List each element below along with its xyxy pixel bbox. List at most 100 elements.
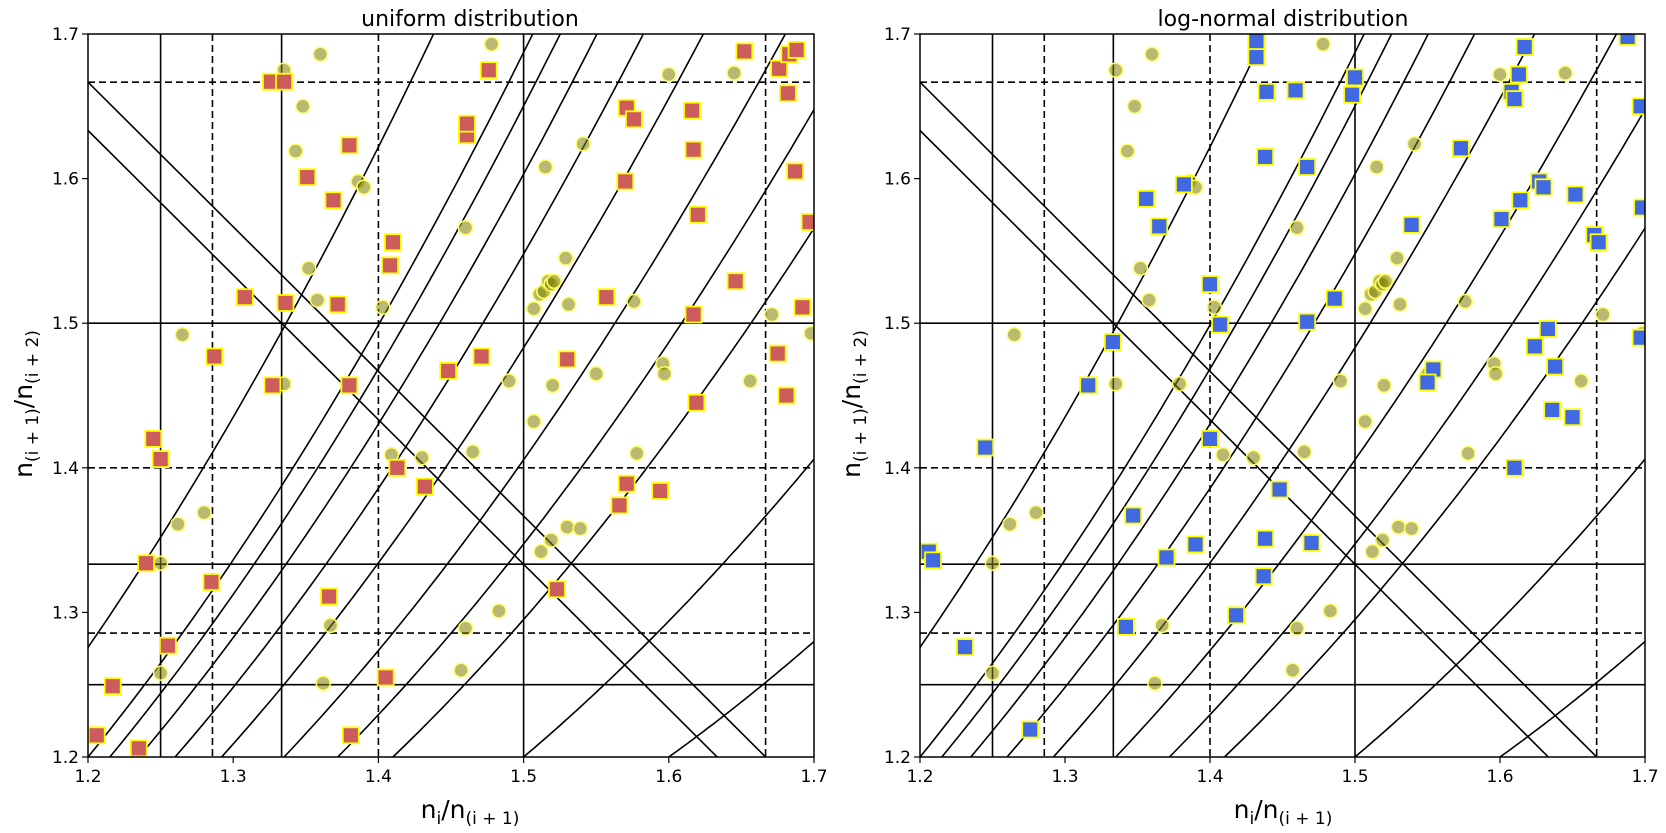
plot-frame (87, 33, 815, 758)
point-circle (742, 373, 758, 389)
point-square (384, 233, 402, 252)
model-curve (920, 34, 1266, 649)
point-square (235, 288, 254, 307)
point-circle (1390, 519, 1407, 535)
point-circle (1376, 377, 1392, 394)
point-circle (1002, 516, 1018, 532)
y-tick-label: 1.3 (884, 603, 911, 623)
point-circle (1289, 220, 1305, 236)
point-circle (1322, 603, 1339, 619)
point-circle (984, 555, 1001, 571)
point-circle (465, 444, 481, 460)
model-curve (920, 34, 1366, 757)
point-square (617, 474, 636, 493)
y-tick-label: 1.5 (52, 314, 79, 334)
point-square (800, 213, 814, 231)
point-square (376, 668, 395, 687)
point-circle (1332, 373, 1349, 389)
point-circle (1171, 376, 1188, 392)
point-circle (1374, 532, 1391, 548)
point-square (129, 739, 148, 757)
x-tick-label: 1.2 (74, 767, 101, 787)
point-square (1201, 429, 1219, 448)
point-square (1298, 312, 1317, 331)
point-square (1298, 158, 1317, 176)
point-circle (537, 159, 554, 175)
point-square (1492, 210, 1511, 228)
point-circle (1028, 504, 1044, 521)
point-square (320, 587, 338, 606)
point-square (1402, 215, 1421, 234)
point-square (88, 726, 106, 745)
point-square (1618, 34, 1637, 46)
point-square (1157, 548, 1176, 567)
point-circle (656, 366, 673, 382)
point-square (341, 726, 360, 745)
point-square (1538, 320, 1557, 338)
point-square (276, 294, 295, 312)
y-axis-label: n(i + 1)/n(i + 2) (9, 330, 43, 478)
point-circle (287, 143, 304, 159)
point-circle (629, 445, 645, 462)
axis-ticks: 1.2 1.3 1.4 1.5 1.6 1.7 1.2 1.3 1.4 1.5 1.6 1.7 (884, 25, 1659, 787)
point-circle (295, 98, 311, 115)
model-curve (174, 34, 645, 757)
point-circle (414, 449, 430, 466)
point-circle (1487, 366, 1504, 382)
point-square (439, 362, 457, 380)
chart-title: log-normal distribution (1158, 7, 1409, 32)
point-square (1589, 233, 1608, 252)
x-tick-label: 1.4 (1196, 767, 1223, 787)
point-square (1346, 68, 1364, 87)
point-square (1175, 175, 1193, 194)
axis-ticks: 1.2 1.3 1.4 1.5 1.6 1.7 1.2 1.3 1.4 1.5 1.6 1.7 (52, 25, 828, 787)
point-circle (1289, 620, 1305, 637)
point-square (328, 295, 347, 314)
plot-frame (919, 33, 1646, 758)
point-square (324, 191, 343, 210)
point-circle (626, 293, 642, 310)
x-tick-label: 1.2 (906, 767, 933, 787)
point-circle (1215, 447, 1231, 463)
point-square (263, 376, 282, 395)
model-curve (523, 457, 814, 757)
point-circle (1595, 306, 1611, 323)
model-curve (941, 34, 1393, 757)
point-square (1150, 217, 1169, 236)
point-square (1201, 275, 1219, 294)
guide-lines (88, 34, 814, 757)
point-square (770, 59, 789, 78)
point-square (1511, 191, 1530, 210)
point-square (956, 638, 974, 657)
point-square (381, 256, 399, 275)
point-square (768, 344, 787, 363)
panel-log-normal: log-normal distribution ni/n(i + 1) n(i … (837, 7, 1659, 829)
point-circle (356, 179, 372, 196)
y-tick-label: 1.2 (52, 748, 79, 768)
point-square (597, 288, 616, 307)
point-square (1515, 38, 1534, 56)
point-square (683, 101, 701, 120)
point-circle (575, 136, 591, 152)
point-circle (1406, 136, 1423, 152)
point-square (1325, 289, 1344, 308)
point-square (684, 305, 703, 324)
point-circle (1557, 65, 1573, 81)
point-circle (543, 532, 559, 548)
point-square (340, 376, 359, 395)
model-curve (109, 34, 562, 757)
point-circle (453, 662, 469, 678)
point-square (151, 450, 170, 469)
point-square (1505, 90, 1524, 108)
point-square (1418, 373, 1437, 392)
point-circle (174, 327, 191, 343)
point-square (1563, 408, 1582, 427)
point-circle (1573, 373, 1589, 389)
point-square (1451, 139, 1470, 158)
point-square (616, 172, 635, 191)
point-square (687, 393, 706, 412)
point-circle (1154, 617, 1170, 634)
point-square (1247, 48, 1266, 67)
point-square (1021, 720, 1040, 739)
